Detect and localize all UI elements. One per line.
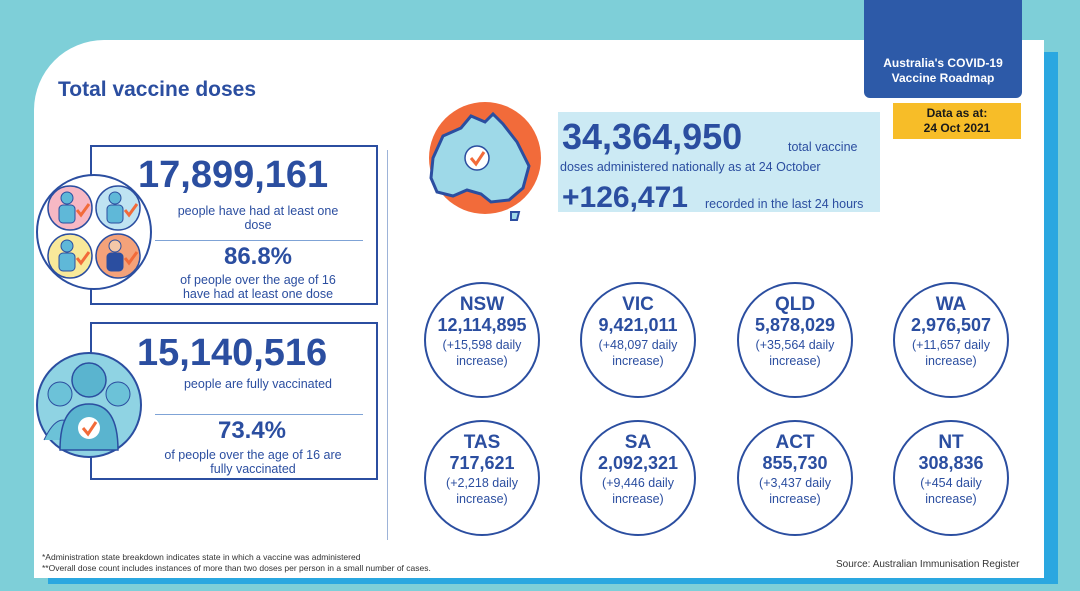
fully-vaccinated-percent-line1: of people over the age of 16 are bbox=[164, 448, 342, 462]
national-daily: +126,471 bbox=[562, 181, 688, 214]
fully-vaccinated-desc: people are fully vaccinated bbox=[183, 377, 332, 391]
fully-vaccinated-rule bbox=[155, 414, 363, 415]
data-date-value: 24 Oct 2021 bbox=[923, 121, 991, 135]
australia-map-check-icon bbox=[429, 102, 541, 221]
source-note: Source: Australian Immunisation Register bbox=[836, 559, 1020, 570]
state-code: SA bbox=[624, 432, 652, 453]
page-title: Total vaccine doses bbox=[58, 78, 257, 101]
national-daily-suffix: recorded in the last 24 hours bbox=[705, 197, 864, 211]
state-circle-nt: NT 308,836 (+454 daily increase) bbox=[893, 420, 1009, 536]
state-circle-qld: QLD 5,878,029 (+35,564 daily increase) bbox=[737, 282, 853, 398]
state-count: 2,092,321 bbox=[597, 453, 679, 473]
state-code: VIC bbox=[622, 294, 654, 315]
state-circle-act: ACT 855,730 (+3,437 daily increase) bbox=[737, 420, 853, 536]
state-increase-line2: increase) bbox=[456, 492, 508, 506]
first-dose-percent-line2: have had at least one dose bbox=[182, 287, 334, 301]
state-count: 9,421,011 bbox=[598, 315, 678, 335]
state-circle-tas: TAS 717,621 (+2,218 daily increase) bbox=[424, 420, 540, 536]
footnote-line1: *Administration state breakdown indicate… bbox=[42, 552, 361, 562]
state-count: 12,114,895 bbox=[437, 315, 527, 335]
data-date-badge: Data as at: 24 Oct 2021 bbox=[893, 103, 1021, 139]
first-dose-desc-line1: people have had at least one bbox=[177, 204, 339, 218]
state-increase-line2: increase) bbox=[769, 492, 821, 506]
state-code: TAS bbox=[463, 432, 501, 453]
state-increase-line1: (+48,097 daily bbox=[598, 338, 678, 352]
state-increase-line1: (+2,218 daily bbox=[446, 476, 518, 490]
people-group-check-icon bbox=[36, 174, 152, 290]
first-dose-desc-line2: dose bbox=[244, 218, 272, 232]
national-panel bbox=[558, 112, 880, 212]
state-increase-line1: (+35,564 daily bbox=[755, 338, 835, 352]
state-increase-line1: (+11,657 daily bbox=[912, 338, 990, 352]
national-total-suffix: total vaccine bbox=[788, 140, 858, 154]
fully-vaccinated-percent-line2: fully vaccinated bbox=[210, 462, 296, 476]
state-circle-wa: WA 2,976,507 (+11,657 daily increase) bbox=[893, 282, 1009, 398]
state-increase-line1: (+15,598 daily bbox=[442, 338, 522, 352]
state-count: 5,878,029 bbox=[754, 315, 836, 335]
state-code: NT bbox=[938, 432, 964, 453]
roadmap-line2: Vaccine Roadmap bbox=[891, 71, 995, 85]
data-date-label: Data as at: bbox=[926, 106, 988, 120]
state-increase-line2: increase) bbox=[769, 354, 821, 368]
state-count: 717,621 bbox=[449, 453, 515, 473]
state-count: 308,836 bbox=[918, 453, 984, 473]
state-increase-line1: (+3,437 daily bbox=[759, 476, 831, 490]
footnote-line2: **Overall dose count includes instances … bbox=[42, 563, 431, 573]
state-code: ACT bbox=[775, 432, 815, 453]
state-increase-line2: increase) bbox=[456, 354, 508, 368]
national-total: 34,364,950 bbox=[562, 116, 743, 157]
state-count: 855,730 bbox=[762, 453, 828, 473]
fully-vaccinated-count: 15,140,516 bbox=[137, 332, 328, 374]
first-dose-percent-line1: of people over the age of 16 bbox=[180, 273, 336, 287]
state-increase-line2: increase) bbox=[925, 492, 977, 506]
state-increase-line2: increase) bbox=[612, 492, 664, 506]
fully-vaccinated-percent: 73.4% bbox=[217, 417, 287, 444]
state-circle-sa: SA 2,092,321 (+9,446 daily increase) bbox=[580, 420, 696, 536]
state-increase-line2: increase) bbox=[925, 354, 977, 368]
state-code: NSW bbox=[459, 294, 505, 315]
state-circle-nsw: NSW 12,114,895 (+15,598 daily increase) bbox=[424, 282, 540, 398]
first-dose-rule bbox=[155, 240, 363, 241]
person-silhouette-check-icon bbox=[36, 352, 142, 458]
first-dose-percent: 86.8% bbox=[223, 243, 293, 270]
national-total-line2: doses administered nationally as at 24 O… bbox=[560, 160, 821, 174]
roadmap-tab: Australia's COVID-19 Vaccine Roadmap bbox=[864, 0, 1022, 98]
state-code: WA bbox=[935, 294, 967, 315]
state-circle-vic: VIC 9,421,011 (+48,097 daily increase) bbox=[580, 282, 696, 398]
state-increase-line1: (+454 daily bbox=[920, 476, 982, 490]
section-divider bbox=[387, 150, 388, 540]
roadmap-line1: Australia's COVID-19 bbox=[883, 56, 1003, 70]
first-dose-count: 17,899,161 bbox=[138, 154, 329, 196]
state-code: QLD bbox=[774, 294, 816, 315]
state-increase-line1: (+9,446 daily bbox=[602, 476, 674, 490]
state-count: 2,976,507 bbox=[910, 315, 992, 335]
state-increase-line2: increase) bbox=[612, 354, 664, 368]
